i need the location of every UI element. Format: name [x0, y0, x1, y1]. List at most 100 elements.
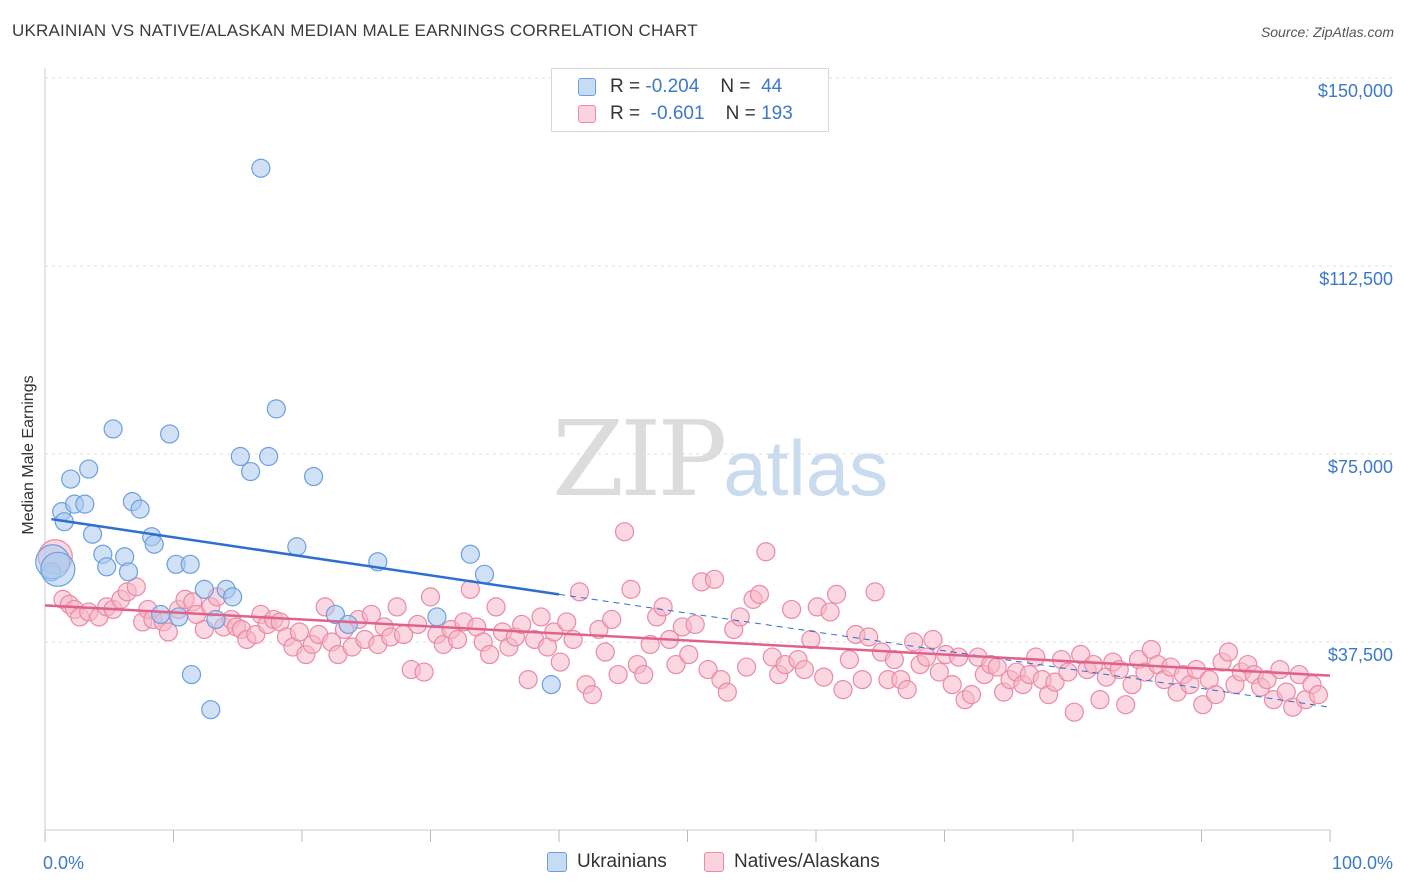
y-tick-label: $37,500: [1328, 645, 1393, 665]
native-alaskan-point: [852, 669, 872, 690]
ukrainian-point: [75, 494, 95, 514]
native-alaskan-point: [589, 619, 609, 640]
native-alaskan-point: [756, 542, 776, 562]
native-alaskan-point: [653, 597, 673, 617]
ukrainians-points: [35, 158, 561, 720]
x-tick-label: 0.0%: [43, 853, 84, 873]
native-alaskan-point: [942, 675, 962, 695]
native-alaskan-point: [608, 664, 628, 685]
native-alaskan-point: [614, 522, 635, 542]
native-alaskan-point: [865, 582, 885, 602]
native-alaskan-point: [289, 622, 310, 642]
ukrainian-point: [427, 607, 447, 627]
native-alaskan-point: [801, 629, 821, 650]
native-alaskan-point: [582, 685, 603, 705]
native-alaskan-point: [414, 662, 434, 682]
native-alaskan-point: [666, 654, 686, 675]
native-alaskan-point: [904, 632, 924, 652]
native-alaskan-point: [839, 649, 860, 670]
native-alaskan-point: [512, 614, 532, 635]
native-alaskan-point: [679, 644, 699, 665]
y-tick-label: $150,000: [1318, 81, 1393, 101]
native-alaskan-point: [781, 599, 802, 620]
native-alaskan-point: [826, 584, 847, 604]
native-alaskan-point: [897, 680, 917, 700]
ukrainian-point: [61, 469, 81, 489]
native-alaskan-point: [685, 614, 705, 635]
series-label-natives: Natives/Alaskans: [734, 851, 880, 872]
source-label: Source: ZipAtlas.com: [1260, 24, 1394, 40]
native-alaskan-point: [602, 609, 622, 630]
y-tick-label: $112,500: [1319, 269, 1393, 289]
ukrainian-point: [223, 587, 243, 607]
native-alaskan-point: [557, 612, 577, 632]
native-alaskan-point: [1122, 675, 1142, 695]
native-alaskan-point: [737, 657, 757, 677]
ukrainian-point: [130, 499, 150, 519]
native-alaskan-point: [704, 569, 725, 589]
native-alaskan-point: [749, 584, 770, 604]
ukrainian-point: [230, 446, 250, 467]
native-alaskan-point: [1045, 672, 1065, 692]
ukrainian-point: [97, 557, 117, 577]
legend-n-label: N =: [725, 103, 756, 124]
native-alaskan-point: [923, 629, 943, 650]
series-label-ukrainians: Ukrainians: [577, 851, 667, 872]
ukrainian-point: [169, 607, 189, 627]
y-axis-label: Median Male Earnings: [20, 375, 37, 534]
native-alaskan-point: [1083, 654, 1104, 675]
legend-row-natives: R = -0.601 N = 193: [578, 102, 793, 126]
series-swatch-ukrainians: [547, 852, 567, 872]
legend-n-value: 193: [761, 103, 793, 124]
native-alaskan-point: [1218, 642, 1239, 662]
ukrainian-point: [303, 466, 324, 487]
legend-r-value: -0.601: [650, 103, 705, 124]
series-legend: Ukrainians Natives/Alaskans: [0, 851, 1406, 877]
series-legend-ukrainians: Ukrainians: [547, 851, 667, 873]
ukrainian-point: [144, 534, 164, 554]
native-alaskan-point: [1058, 662, 1078, 682]
ukrainians-trend-extension: [558, 593, 1331, 708]
x-tick-label: 100.0%: [1332, 853, 1393, 873]
native-alaskan-point: [550, 652, 570, 672]
ukrainian-point: [160, 424, 180, 444]
native-alaskan-point: [698, 659, 718, 680]
native-alaskan-point: [1308, 685, 1329, 705]
ukrainian-point: [103, 419, 123, 439]
native-alaskan-point: [1026, 647, 1046, 667]
ukrainian-point: [287, 537, 307, 557]
ukrainian-point: [151, 604, 171, 625]
legend-swatch-natives: [578, 105, 596, 123]
ukrainian-point: [241, 461, 261, 482]
ukrainian-point: [82, 524, 103, 544]
series-legend-natives: Natives/Alaskans: [704, 851, 880, 873]
native-alaskan-point: [1270, 659, 1290, 680]
native-alaskan-point: [1206, 685, 1226, 705]
legend-n-label: N =: [720, 76, 751, 97]
native-alaskan-point: [717, 682, 737, 702]
native-alaskan-point: [1116, 695, 1136, 715]
native-alaskan-point: [1193, 695, 1213, 715]
native-alaskan-point: [387, 597, 407, 617]
native-alaskan-point: [961, 685, 982, 705]
native-alaskan-point: [1090, 690, 1110, 710]
ukrainian-point: [118, 562, 139, 582]
natives-points: [37, 522, 1329, 722]
native-alaskan-point: [634, 664, 654, 685]
ukrainian-point: [201, 700, 221, 720]
native-alaskan-point: [833, 680, 853, 700]
native-alaskan-point: [531, 607, 551, 627]
ukrainians-trend-line: [51, 517, 560, 596]
legend-n-value: 44: [761, 76, 783, 97]
ukrainian-point: [206, 609, 226, 630]
native-alaskan-point: [1064, 702, 1084, 722]
series-swatch-natives: [704, 852, 724, 872]
native-alaskan-point: [158, 622, 178, 642]
native-alaskan-point: [814, 667, 834, 687]
native-alaskan-point: [447, 629, 468, 650]
native-alaskan-point: [730, 607, 750, 627]
ukrainian-point: [79, 459, 99, 479]
legend-swatch-ukrainians: [578, 78, 596, 96]
legend-row-ukrainians: R = -0.204 N = 44: [578, 75, 782, 99]
native-alaskan-point: [820, 602, 840, 622]
